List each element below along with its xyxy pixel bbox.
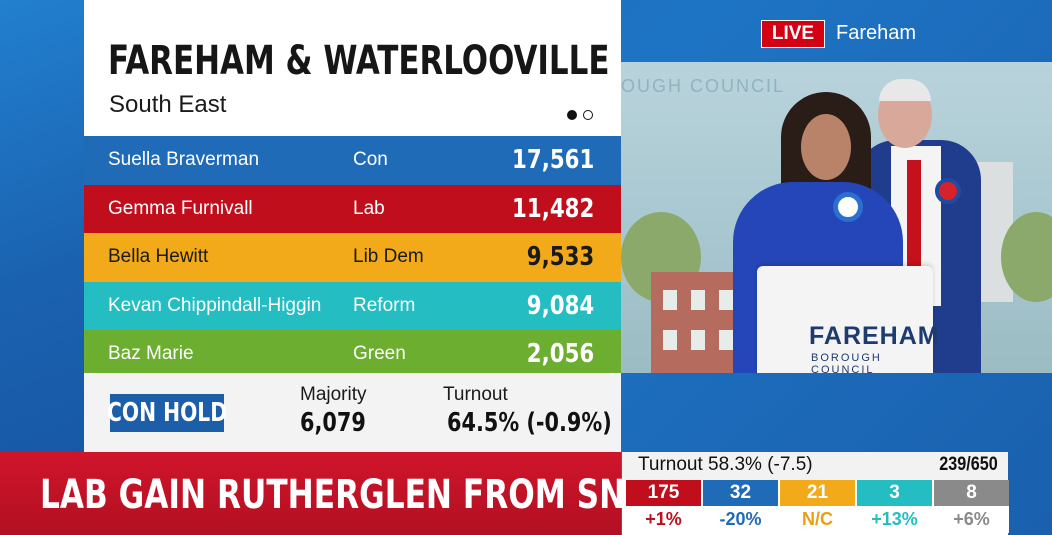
national-turnout: Turnout 58.3% (-7.5) [638,454,813,475]
candidate-name: Bella Hewitt [108,246,209,268]
candidate-name: Baz Marie [108,343,194,365]
candidate-party: Green [353,343,406,365]
majority-value: 6,079 [300,408,366,438]
rosette-icon [935,178,961,204]
candidate-party: Lib Dem [353,246,424,268]
party-seats: 32 [703,480,778,506]
pager-dots [567,110,593,120]
candidate-party: Con [353,149,388,171]
party-tally: 3 +13% [857,480,932,533]
backdrop-text: OUGH COUNCIL [621,76,786,96]
candidate-party: Lab [353,197,385,219]
party-tally: 21 N/C [780,480,855,533]
party-change: +6% [934,506,1009,533]
candidate-row: Baz Marie Green 2,056 [84,330,621,379]
party-tally-columns: 175 +1% 32 -20% 21 N/C 3 +13% 8 +6% [626,480,1009,533]
candidate-votes: 17,561 [511,145,594,176]
lectern-title: FAREHAM [809,322,940,350]
party-seats: 21 [780,480,855,506]
party-change: -20% [703,506,778,533]
candidate-votes: 9,533 [526,242,594,273]
party-seats: 3 [857,480,932,506]
party-change: N/C [780,506,855,533]
pager-dot-active[interactable] [567,110,577,120]
tree-illustration [1001,212,1052,302]
seat-tally: Turnout 58.3% (-7.5) 239/650 175 +1% 32 … [622,452,1009,535]
candidate-party: Reform [353,294,416,316]
party-seats: 8 [934,480,1009,506]
party-change: +1% [626,506,701,533]
live-location: Fareham [836,22,917,44]
lectern: FAREHAM BOROUGH COUNCIL [757,266,939,373]
candidate-row: Gemma Furnivall Lab 11,482 [84,184,621,233]
news-ticker: LAB GAIN RUTHERGLEN FROM SNP [0,452,648,535]
party-change: +13% [857,506,932,533]
result-card: FAREHAM & WATERLOOVILLE South East Suell… [84,0,621,452]
tally-header: Turnout 58.3% (-7.5) 239/650 [622,452,1008,480]
candidate-votes: 9,084 [526,290,594,321]
party-seats: 175 [626,480,701,506]
live-video: OUGH COUNCIL FAREHAM BOROUGH COUNCIL [621,62,1052,373]
party-tally: 32 -20% [703,480,778,533]
majority-label: Majority [300,384,367,405]
result-summary: CON HOLD Majority 6,079 Turnout 64.5% (-… [84,373,621,452]
constituency-title: FAREHAM & WATERLOOVILLE [108,38,610,84]
live-badge: LIVE [761,20,825,48]
outcome-badge: CON HOLD [106,394,228,432]
candidate-votes: 2,056 [526,339,594,370]
region-label: South East [109,91,227,118]
candidate-name: Kevan Chippindall-Higgin [108,294,322,316]
candidate-name: Suella Braverman [108,149,260,171]
turnout-value: 64.5% (-0.9%) [447,408,612,438]
outcome-label: CON HOLD [106,398,228,428]
candidate-row: Bella Hewitt Lib Dem 9,533 [84,233,621,282]
ticker-headline: LAB GAIN RUTHERGLEN FROM SNP [40,472,649,518]
pager-dot[interactable] [583,110,593,120]
turnout-label: Turnout [443,384,508,405]
rosette-icon [833,192,863,222]
candidate-votes: 11,482 [511,193,594,224]
seats-declared: 239/650 [939,454,998,475]
party-tally: 8 +6% [934,480,1009,533]
party-tally: 175 +1% [626,480,701,533]
candidate-row: Suella Braverman Con 17,561 [84,136,621,185]
candidate-list: Suella Braverman Con 17,561 Gemma Furniv… [84,136,621,379]
background-panel [0,0,84,452]
lectern-subtitle: BOROUGH COUNCIL [811,352,882,373]
card-header: FAREHAM & WATERLOOVILLE South East [84,0,621,136]
live-header: LIVE Fareham [621,0,1052,62]
candidate-row: Kevan Chippindall-Higgin Reform 9,084 [84,281,621,330]
candidate-name: Gemma Furnivall [108,197,253,219]
